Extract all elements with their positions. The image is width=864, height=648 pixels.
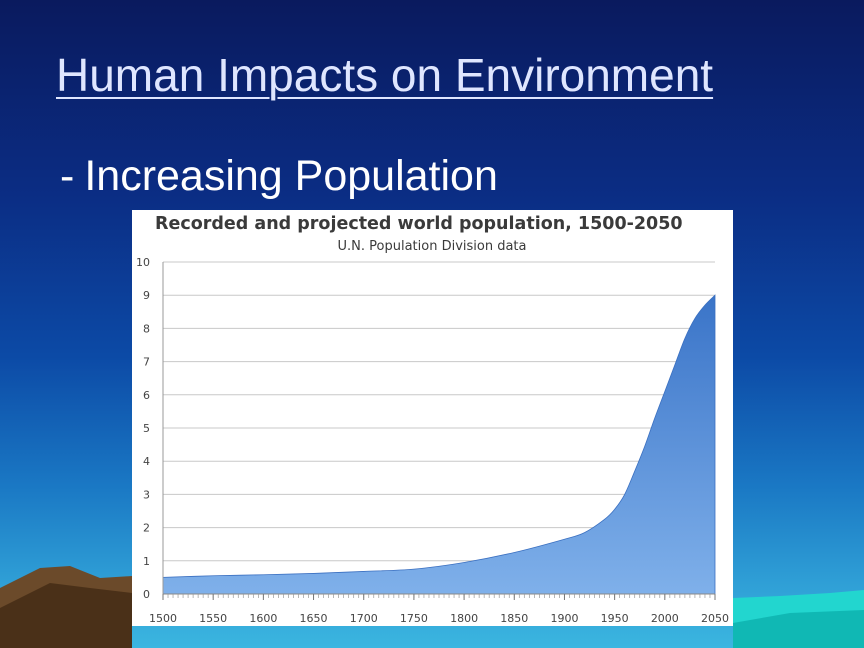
bullet-text: Increasing Population <box>84 152 498 200</box>
chart-svg: Recorded and projected world population,… <box>136 214 729 625</box>
x-tick-label: 1750 <box>400 612 428 625</box>
population-area <box>162 294 716 595</box>
y-tick-label: 6 <box>143 389 150 402</box>
chart-title: Recorded and projected world population,… <box>155 214 683 234</box>
x-tick-label: 1950 <box>601 612 629 625</box>
x-tick-label: 1650 <box>300 612 328 625</box>
chart-subtitle: U.N. Population Division data <box>338 239 527 254</box>
hills-decoration <box>0 566 864 648</box>
population-chart: Recorded and projected world population,… <box>132 210 733 626</box>
x-tick-label: 1800 <box>450 612 478 625</box>
y-tick-label: 1 <box>143 555 150 568</box>
y-tick-label: 0 <box>143 588 150 601</box>
bullet-dash: - <box>60 152 75 200</box>
x-tick-label: 1850 <box>500 612 528 625</box>
y-tick-label: 7 <box>143 356 150 369</box>
y-tick-label: 4 <box>143 455 150 468</box>
y-tick-label: 9 <box>143 289 150 302</box>
y-tick-label: 2 <box>143 522 150 535</box>
x-tick-label: 1600 <box>249 612 277 625</box>
bullet-item: - Increasing Population <box>60 152 498 201</box>
y-tick-label: 10 <box>136 256 150 269</box>
y-tick-label: 3 <box>143 488 150 501</box>
x-tick-label: 1900 <box>550 612 578 625</box>
x-tick-label: 2050 <box>701 612 729 625</box>
y-tick-label: 8 <box>143 322 150 335</box>
x-tick-label: 2000 <box>651 612 679 625</box>
x-tick-label: 1500 <box>149 612 177 625</box>
y-tick-label: 5 <box>143 422 150 435</box>
x-tick-label: 1550 <box>199 612 227 625</box>
slide-title: Human Impacts on Environment <box>56 49 714 101</box>
x-tick-label: 1700 <box>350 612 378 625</box>
